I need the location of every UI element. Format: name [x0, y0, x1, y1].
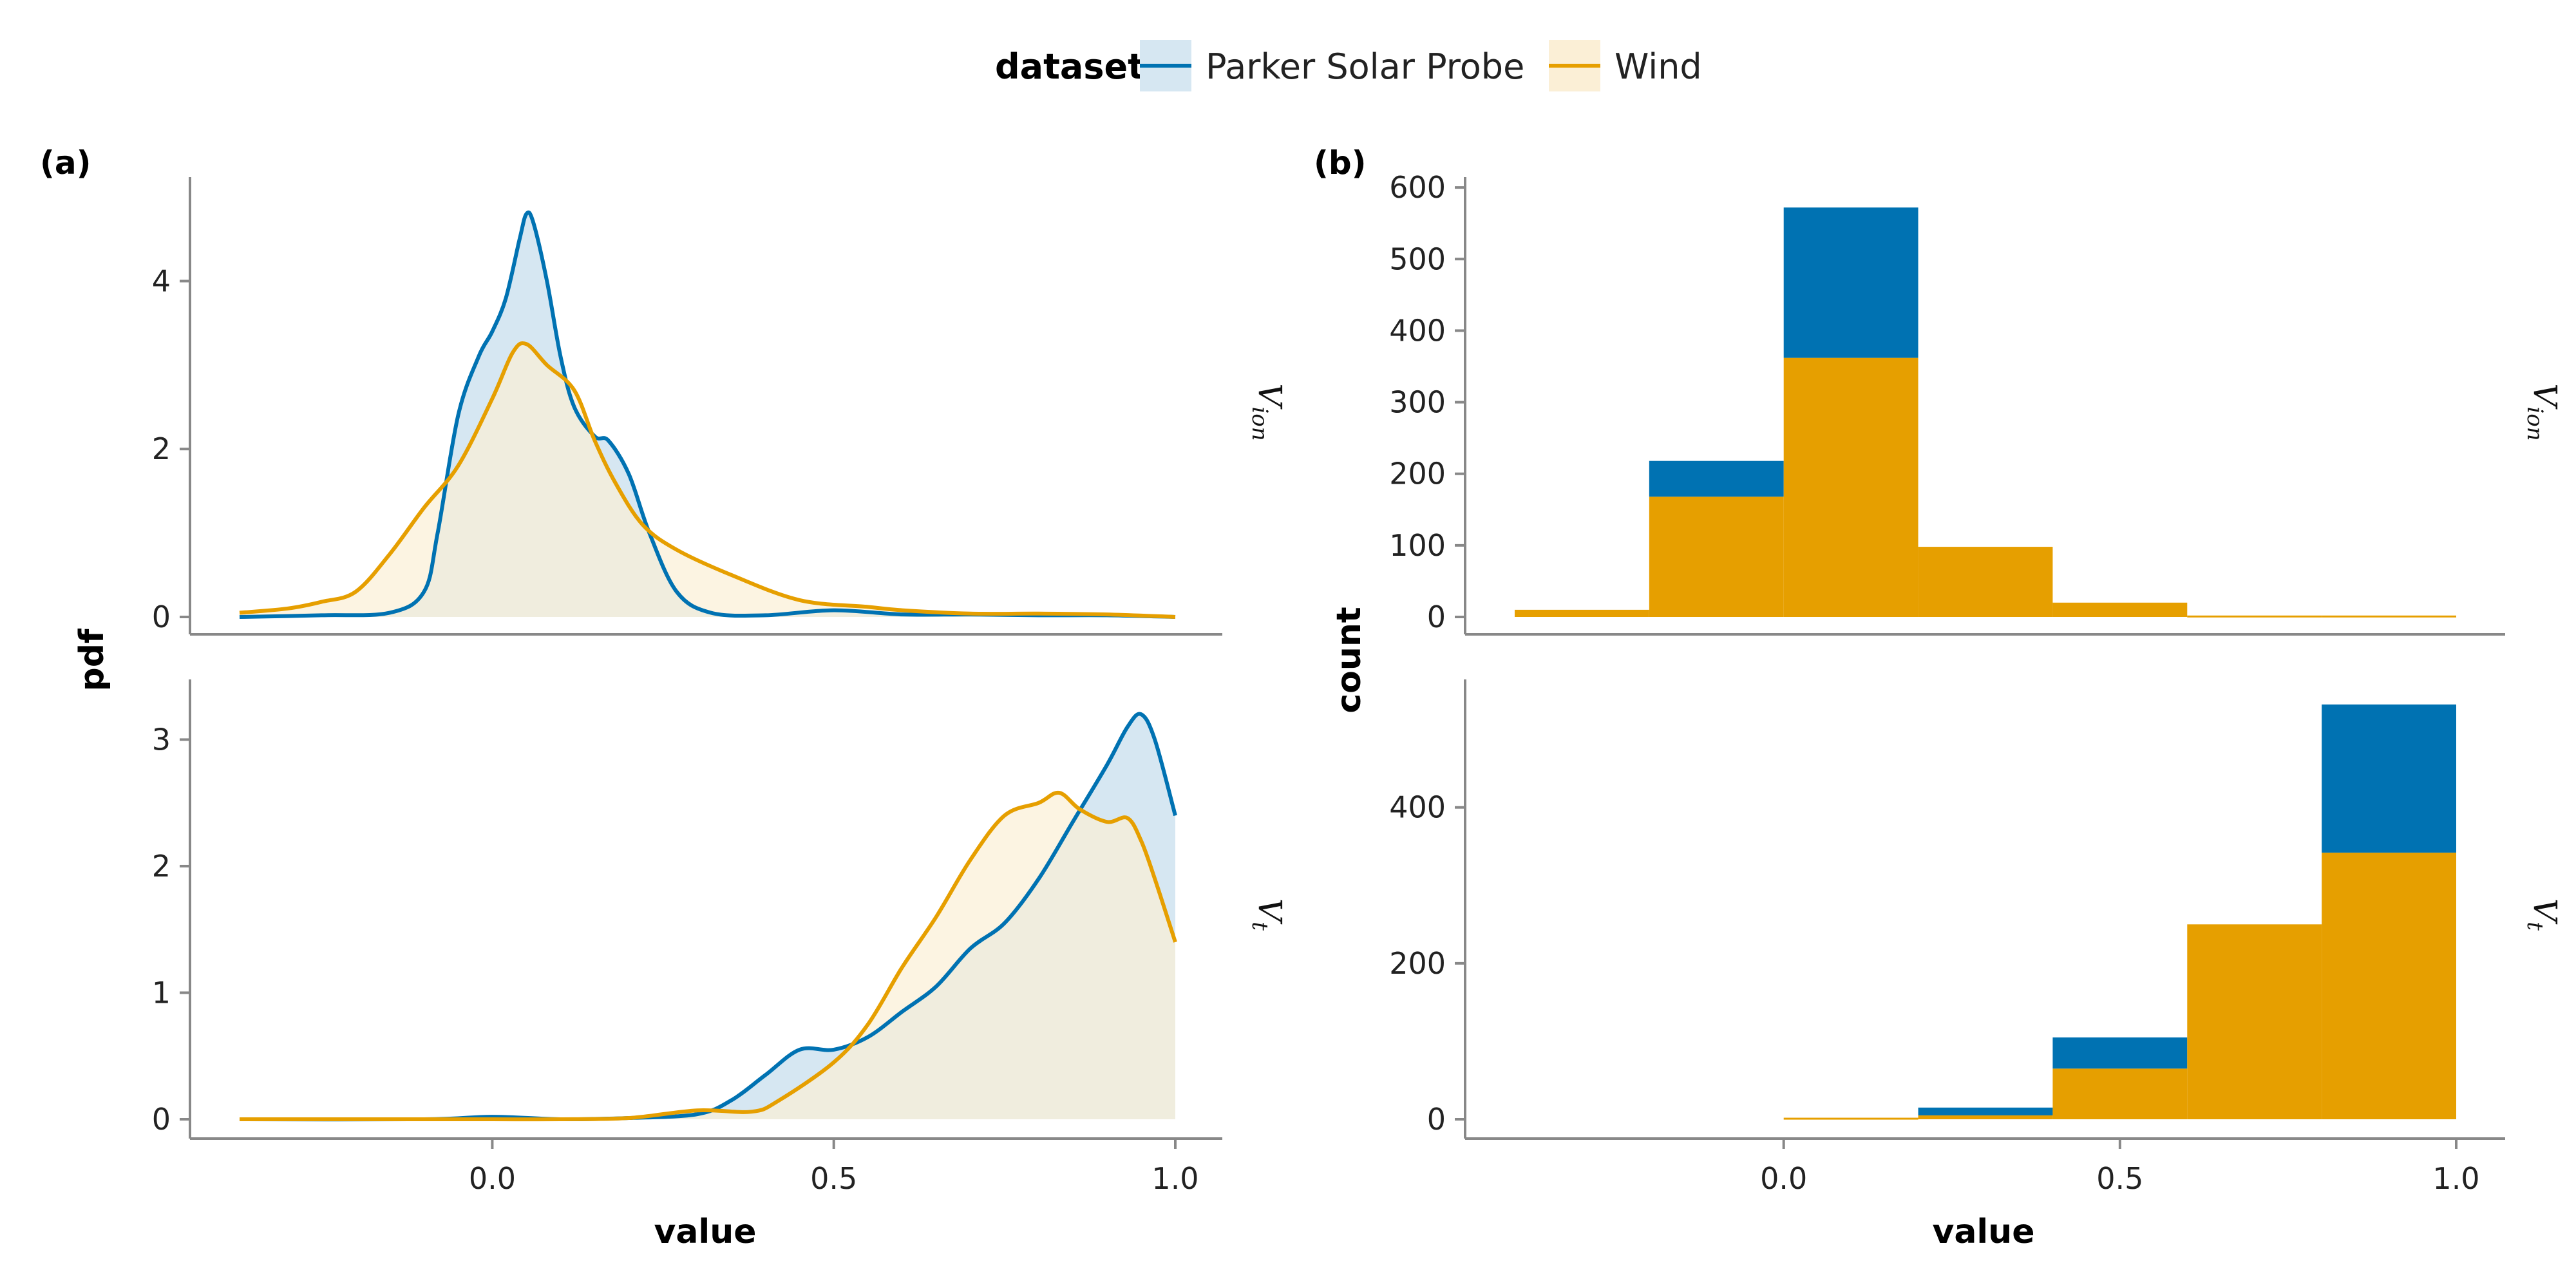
density-vt-x-tick-label-1: 0.5 — [810, 1161, 857, 1196]
strip-label-a-bottom: Vt — [1247, 898, 1289, 931]
hist-vion-bar-wind-5 — [2187, 615, 2322, 618]
hist-vt-bar-wind-5 — [2187, 924, 2322, 1119]
hist-vion-bar-wind-0 — [1515, 609, 1649, 617]
legend-label-wind: Wind — [1615, 46, 1702, 87]
hist-vion-bar-wind-3 — [1918, 547, 2053, 617]
hist-vt-bar-psp-3 — [1918, 1107, 2053, 1115]
plots: 0 2 4 0 1 2 3 0.0 0.5 1.0 0 100 200 300 400 500 600 0 200 4… — [152, 170, 2505, 1196]
hist-vt-plot — [1783, 704, 2456, 1120]
density-vion-line-psp — [239, 210, 1176, 619]
density-vt-x-tick-label-0: 0.0 — [469, 1161, 516, 1196]
svg-text:Vt: Vt — [1247, 898, 1289, 931]
density-vt-area-wind — [240, 792, 1175, 1120]
hist-vt-bar-psp-6 — [2322, 704, 2456, 853]
legend-label-psp: Parker Solar Probe — [1206, 46, 1524, 87]
hist-vt-bar-psp-4 — [2052, 1037, 2188, 1069]
left-x-axis-title: value — [654, 1213, 756, 1251]
hist-vt-x-tick-label-0: 0.0 — [1760, 1161, 1807, 1196]
right-y-axis-title: count — [1330, 607, 1368, 713]
strip-label-b-top: Vion — [2522, 383, 2564, 440]
hist-vion-y-tick-label-0: 0 — [1427, 600, 1446, 634]
density-vion-plot — [239, 210, 1176, 619]
hist-vion-y-tick-label-3: 300 — [1389, 385, 1446, 420]
density-vt-y-tick-label-0: 0 — [152, 1102, 171, 1137]
legend-title: dataset — [995, 46, 1144, 87]
left-y-axis-title: pdf — [73, 628, 111, 691]
hist-vion-y-tick-label-4: 400 — [1389, 313, 1446, 348]
density-vion-y-tick-label-1: 2 — [152, 431, 171, 466]
density-vion-line-wind — [239, 341, 1176, 619]
hist-vion-y-tick-label-6: 600 — [1389, 170, 1446, 205]
hist-vion-bar-wind-2 — [1783, 357, 1918, 617]
hist-vion-y-tick-label-5: 500 — [1389, 242, 1446, 276]
density-vt-y-tick-label-1: 1 — [152, 975, 171, 1010]
svg-text:Vt: Vt — [2522, 898, 2564, 931]
hist-vt-bar-wind-6 — [2322, 852, 2456, 1119]
panel-b-label: (b) — [1314, 144, 1367, 182]
density-vion-y-tick-label-2: 4 — [152, 263, 171, 298]
density-vt-y-tick-label-2: 2 — [152, 849, 171, 884]
hist-vion-bar-wind-1 — [1649, 497, 1784, 617]
strip-label-a-top: Vion — [1247, 383, 1289, 440]
density-vion-area-wind — [240, 343, 1175, 617]
right-x-axis-title: value — [1932, 1213, 2034, 1251]
density-vion-y-tick-label-0: 0 — [152, 600, 171, 634]
panel-a-label: (a) — [40, 144, 91, 182]
hist-vion-y-tick-label-1: 100 — [1389, 528, 1446, 563]
density-vt-y-tick-label-3: 3 — [152, 722, 171, 757]
hist-vion-plot — [1515, 207, 2456, 618]
hist-vion-bar-psp-2 — [1783, 207, 1918, 358]
hist-vt-x-tick-label-2: 1.0 — [2432, 1161, 2479, 1196]
hist-vion-bar-psp-1 — [1649, 460, 1784, 497]
hist-vt-y-tick-label-1: 200 — [1389, 946, 1446, 981]
hist-vion-y-tick-label-2: 200 — [1389, 457, 1446, 491]
hist-vion-bar-wind-4 — [2052, 602, 2188, 617]
hist-vt-bar-wind-4 — [2052, 1068, 2188, 1119]
density-vt-line-wind — [240, 790, 1177, 1122]
hist-vion-bar-wind-6 — [2322, 615, 2456, 618]
density-vt-plot — [239, 712, 1177, 1122]
hist-vt-y-tick-label-2: 400 — [1389, 790, 1446, 825]
svg-text:Vion: Vion — [2522, 383, 2564, 440]
svg-text:Vion: Vion — [1247, 383, 1289, 440]
density-vion-area-psp — [240, 212, 1175, 617]
hist-vt-bar-wind-3 — [1918, 1115, 2053, 1119]
legend: dataset Parker Solar Probe Wind — [995, 40, 1702, 91]
hist-vt-y-tick-label-0: 0 — [1427, 1102, 1446, 1137]
hist-vt-x-tick-label-1: 0.5 — [2096, 1161, 2143, 1196]
hist-vt-bar-wind-2 — [1783, 1117, 1918, 1120]
strip-label-b-bottom: Vt — [2522, 898, 2564, 931]
density-vt-x-tick-label-2: 1.0 — [1151, 1161, 1198, 1196]
